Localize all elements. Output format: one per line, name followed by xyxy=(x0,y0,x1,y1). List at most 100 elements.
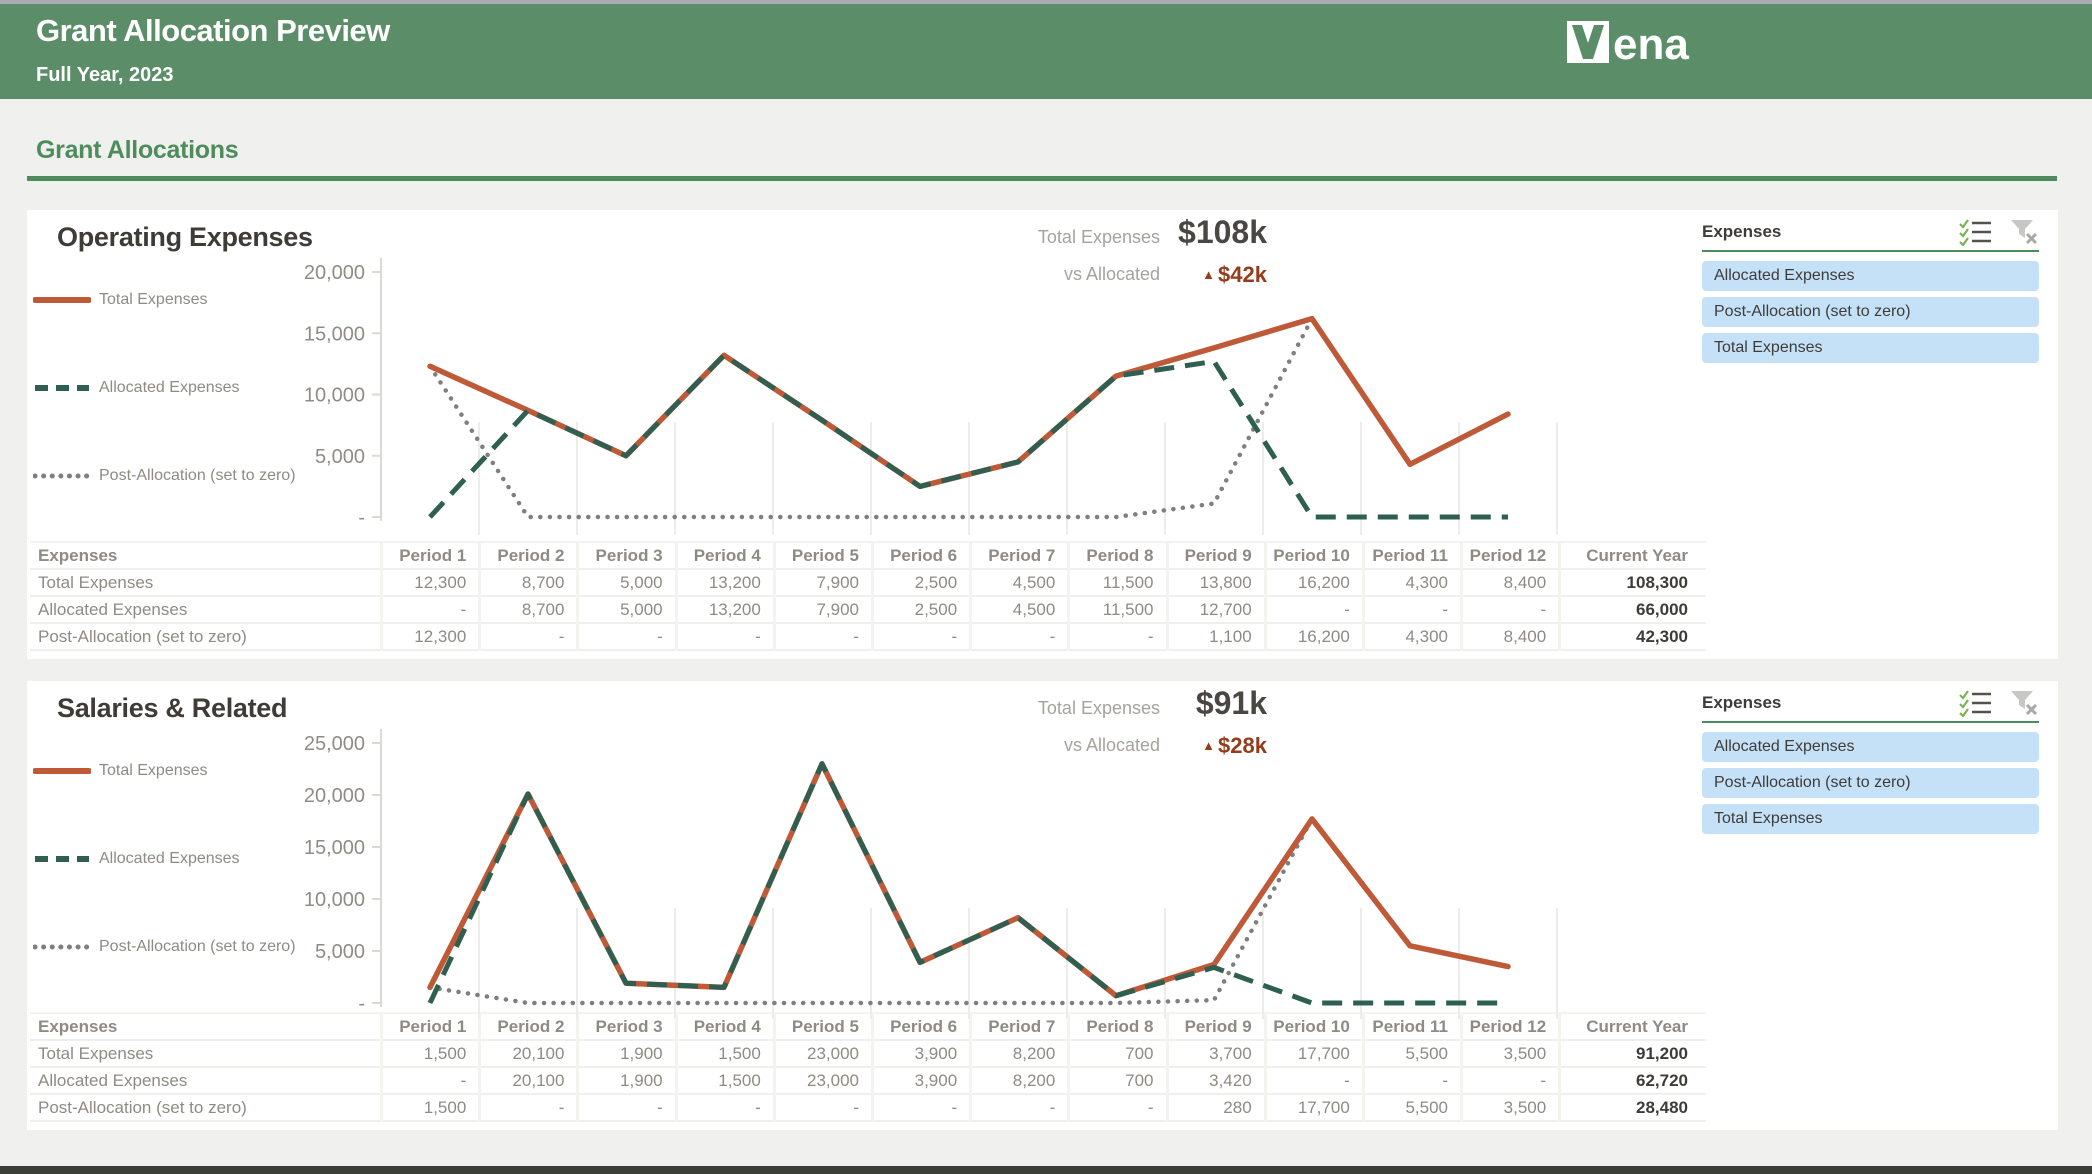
table-row: Total Expenses 1,500 20,100 1,900 1,500 23,00… xyxy=(30,1040,1706,1068)
table-column-header: Period 12 xyxy=(1460,1012,1560,1041)
filter-pill[interactable]: Allocated Expenses xyxy=(1702,261,2039,291)
table-cell: 13,200 xyxy=(674,569,775,597)
delta-up-icon: ▲ xyxy=(1202,738,1216,753)
table-cell: 5,500 xyxy=(1361,1094,1462,1122)
section-heading: Grant Allocations xyxy=(36,136,239,164)
table-cell: 1,500 xyxy=(674,1040,775,1068)
table-column-header: Period 3 xyxy=(576,1012,677,1041)
legend-swatch-dashed xyxy=(35,856,89,862)
filter-pill[interactable]: Post-Allocation (set to zero) xyxy=(1702,297,2039,327)
table-row: Post-Allocation (set to zero) 1,500- - - - - -… xyxy=(30,1094,1706,1122)
legend-swatch-dotted xyxy=(33,473,91,479)
table-row-label: Allocated Expenses xyxy=(30,1067,382,1095)
filter-pill[interactable]: Post-Allocation (set to zero) xyxy=(1702,768,2039,798)
table-column-header: Current Year xyxy=(1558,541,1706,570)
table-cell: 16,200 xyxy=(1263,569,1364,597)
legend-item: Post-Allocation (set to zero) xyxy=(33,464,296,488)
table-cell: 3,420 xyxy=(1165,1067,1266,1095)
table-cell: - xyxy=(870,623,971,651)
table-cell: 3,500 xyxy=(1460,1040,1560,1068)
section-salaries-related: Salaries & Related Total Expenses $91k v… xyxy=(27,681,2058,1130)
table-cell: 13,800 xyxy=(1165,569,1266,597)
table-column-header: Period 9 xyxy=(1165,541,1266,570)
filter-pill[interactable]: Total Expenses xyxy=(1702,333,2039,363)
filter-panel-rule xyxy=(1702,721,2039,723)
table-total-cell: 28,480 xyxy=(1558,1094,1706,1122)
table-cell: 1,100 xyxy=(1165,623,1266,651)
table-column-header: Period 6 xyxy=(870,1012,971,1041)
kpi-metric-value: $91k xyxy=(1195,685,1267,721)
series-solid-line xyxy=(427,761,1511,999)
legend-item: Allocated Expenses xyxy=(33,847,240,871)
filter-panel-rule xyxy=(1702,250,2039,252)
delta-up-icon: ▲ xyxy=(1202,267,1216,282)
table-cell: 20,100 xyxy=(478,1040,578,1068)
table-cell: - xyxy=(1460,1067,1560,1095)
clear-filter-icon[interactable] xyxy=(2009,218,2039,246)
table-column-header: Period 11 xyxy=(1361,541,1462,570)
clear-filter-icon[interactable] xyxy=(2009,689,2039,717)
multi-select-checklist-icon[interactable] xyxy=(1959,689,1993,717)
filter-pill-list: Allocated Expenses Post-Allocation (set t… xyxy=(1702,261,2039,363)
table-cell: 17,700 xyxy=(1263,1040,1364,1068)
table-cell: - xyxy=(870,1094,971,1122)
table-header-label: Expenses xyxy=(30,1012,382,1041)
expenses-filter-panel: Expenses Allocated Expenses Post-Allocati… xyxy=(1702,689,2039,840)
table-column-header: Period 8 xyxy=(1067,541,1167,570)
table-cell: 8,200 xyxy=(969,1040,1069,1068)
table-cell: 1,900 xyxy=(576,1040,677,1068)
y-axis-label: - xyxy=(358,507,365,529)
multi-select-checklist-icon[interactable] xyxy=(1959,218,1993,246)
table-row: Allocated Expenses -20,100 1,900 1,500 23,00… xyxy=(30,1067,1706,1095)
kpi-compare-label: vs Allocated xyxy=(1063,735,1160,755)
table-cell: 8,700 xyxy=(478,596,578,624)
table-cell: - xyxy=(576,623,677,651)
table-row: Post-Allocation (set to zero) 12,300- - - - -… xyxy=(30,623,1706,651)
table-cell: 4,300 xyxy=(1361,569,1462,597)
legend-label: Allocated Expenses xyxy=(99,379,240,396)
table-cell: 4,300 xyxy=(1361,623,1462,651)
table-cell: 4,500 xyxy=(969,596,1069,624)
logo-text: ena xyxy=(1613,20,1689,67)
expenses-table-region: Expenses Period 1 Period 2 Period 3 Period 4… xyxy=(30,1012,1706,1122)
table-cell: 3,900 xyxy=(870,1040,971,1068)
table-cell: 2,500 xyxy=(870,569,971,597)
table-cell: 23,000 xyxy=(772,1040,873,1068)
page-title: Grant Allocation Preview xyxy=(36,13,390,48)
top-border xyxy=(0,0,2092,4)
legend-swatch-dashed xyxy=(35,385,89,391)
table-cell: 700 xyxy=(1067,1067,1167,1095)
table-column-header: Period 10 xyxy=(1263,541,1364,570)
table-cell: - xyxy=(1067,1094,1167,1122)
legend-swatch-solid xyxy=(33,768,91,774)
bottom-bar xyxy=(0,1166,2092,1174)
legend-item: Post-Allocation (set to zero) xyxy=(33,935,296,959)
table-cell: - xyxy=(478,623,578,651)
vena-logo-icon: ena xyxy=(1567,20,1689,69)
table-column-header: Period 11 xyxy=(1361,1012,1462,1041)
table-cell: 3,700 xyxy=(1165,1040,1266,1068)
filter-pill[interactable]: Allocated Expenses xyxy=(1702,732,2039,762)
table-cell: - xyxy=(1361,596,1462,624)
filter-pill[interactable]: Total Expenses xyxy=(1702,804,2039,834)
table-cell: - xyxy=(1361,1067,1462,1095)
table-cell: 1,500 xyxy=(380,1094,480,1122)
expenses-table: Expenses Period 1 Period 2 Period 3 Period 4… xyxy=(30,541,1706,651)
table-cell: 12,700 xyxy=(1165,596,1266,624)
table-cell: - xyxy=(674,623,775,651)
table-cell: 1,900 xyxy=(576,1067,677,1095)
table-cell: - xyxy=(1067,623,1167,651)
legend-label: Allocated Expenses xyxy=(99,850,240,867)
table-column-header: Period 2 xyxy=(478,1012,578,1041)
table-header-label: Expenses xyxy=(30,541,382,570)
table-cell: 8,400 xyxy=(1460,623,1560,651)
table-cell: - xyxy=(772,1094,873,1122)
kpi-compare-label: vs Allocated xyxy=(1063,264,1160,284)
table-cell: - xyxy=(674,1094,775,1122)
filter-pill-list: Allocated Expenses Post-Allocation (set t… xyxy=(1702,732,2039,834)
table-cell: 12,300 xyxy=(380,623,480,651)
table-cell: - xyxy=(969,1094,1069,1122)
table-row-label: Allocated Expenses xyxy=(30,596,382,624)
table-column-header: Period 3 xyxy=(576,541,677,570)
series-dashed-line xyxy=(428,352,1508,520)
